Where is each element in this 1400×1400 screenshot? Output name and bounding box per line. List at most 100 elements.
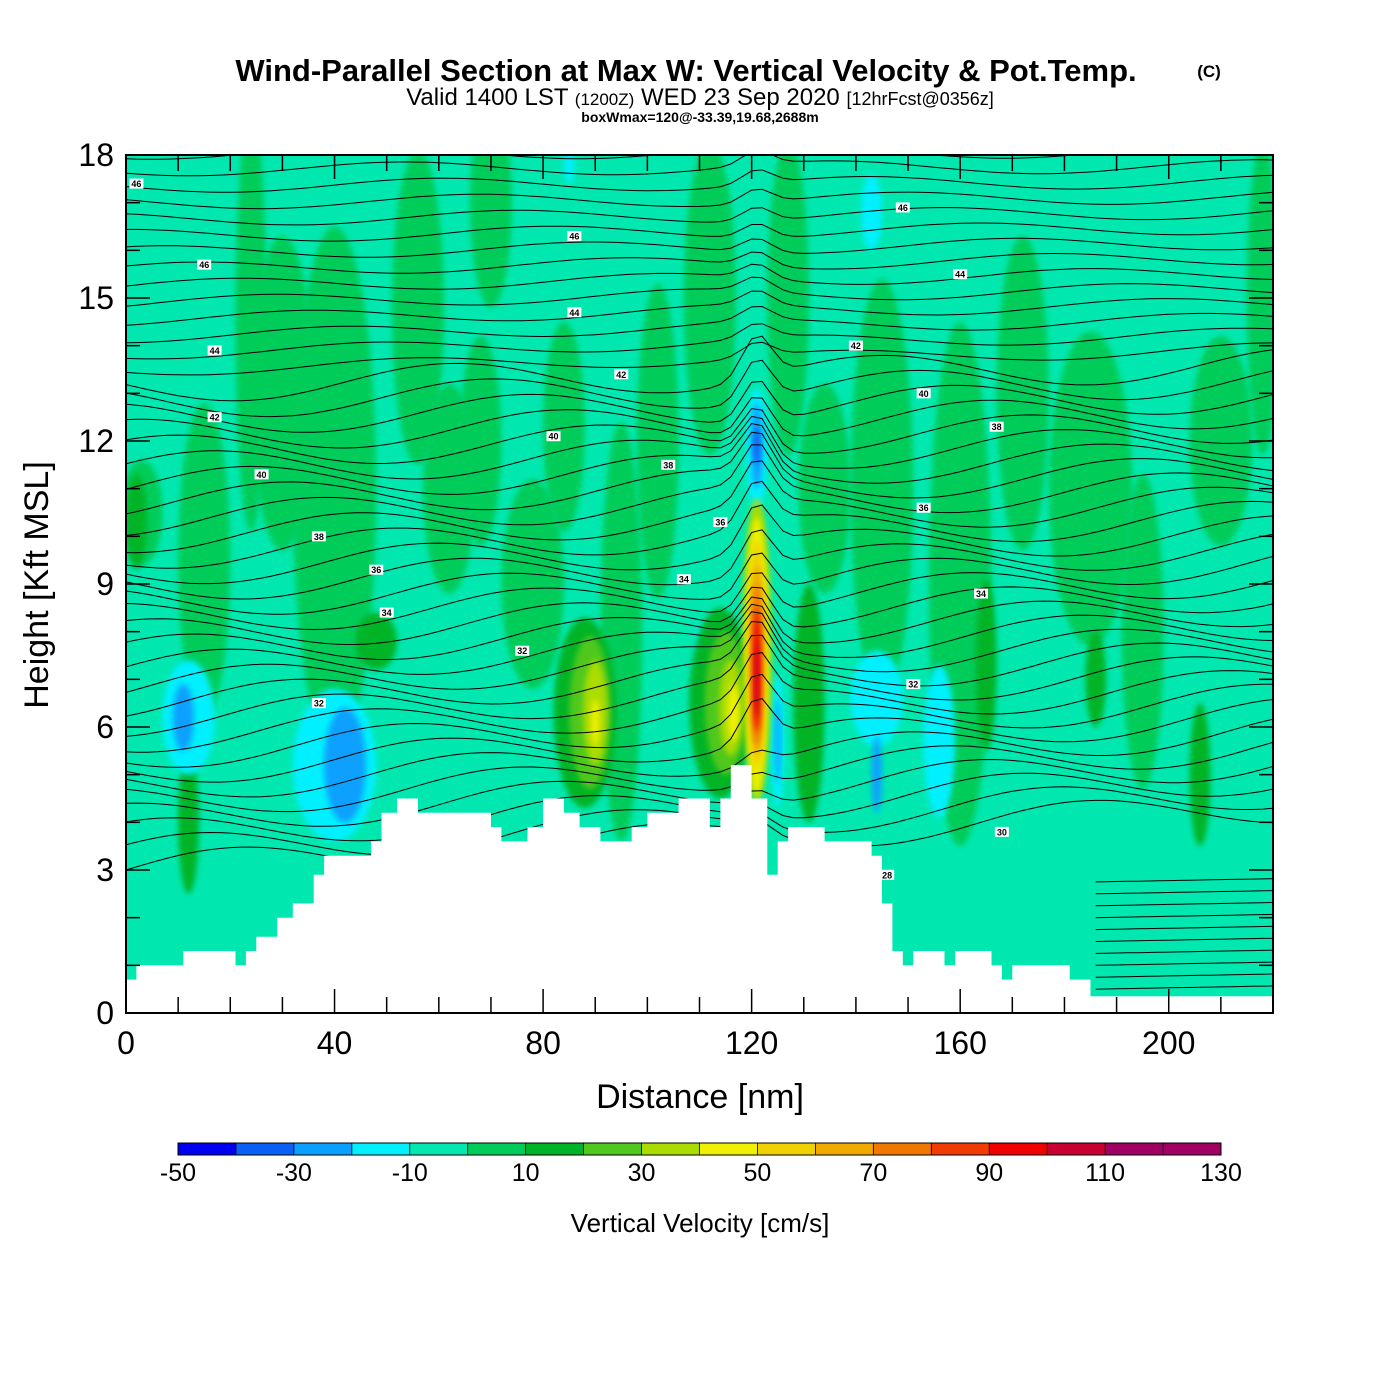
chart-subtitle: Valid 1400 LST (1200Z) WED 23 Sep 2020 [… xyxy=(406,84,994,111)
subtitle-valid: Valid 1400 LST xyxy=(406,84,569,111)
theta-label: 34 xyxy=(976,589,986,599)
colorbar-swatch xyxy=(699,1143,758,1155)
theta-contour xyxy=(126,422,1273,495)
velocity-blob xyxy=(850,650,903,747)
theta-contour xyxy=(126,408,1273,465)
theta-contour xyxy=(126,698,1273,783)
chart-note: boxWmax=120@-33.39,19.68,2688m xyxy=(581,109,818,125)
theta-label-box xyxy=(989,421,1004,432)
theta-label: 32 xyxy=(517,646,527,656)
theta-label-box xyxy=(207,412,222,423)
theta-label-box xyxy=(129,178,144,189)
theta-contour xyxy=(126,335,1273,402)
theta-contour xyxy=(126,397,1273,449)
velocity-blob xyxy=(975,579,997,751)
theta-contour xyxy=(126,603,1273,675)
theta-contour xyxy=(126,431,1273,515)
theta-contour xyxy=(126,323,1273,360)
theta-contour xyxy=(126,188,1273,210)
theta-label: 38 xyxy=(314,532,324,542)
theta-contour xyxy=(1095,937,1273,942)
x-axis-label: Distance [nm] xyxy=(596,1078,804,1116)
theta-label-box xyxy=(676,574,691,585)
theta-contour xyxy=(126,251,1273,274)
theta-label: 46 xyxy=(199,260,209,270)
colorbar-swatch xyxy=(409,1143,469,1155)
theta-contour xyxy=(126,718,1273,798)
theta-contour xyxy=(126,504,1273,585)
theta-contour xyxy=(126,263,1273,290)
theta-contour xyxy=(126,290,1273,326)
y-tick-label: 0 xyxy=(96,995,114,1031)
velocity-blob xyxy=(1048,331,1133,646)
colorbar-swatch xyxy=(351,1143,411,1155)
velocity-blob xyxy=(861,174,882,251)
theta-contour xyxy=(1095,913,1273,919)
theta-label: 42 xyxy=(616,370,626,380)
velocity-blob xyxy=(459,336,502,546)
theta-label: 36 xyxy=(371,565,381,575)
theta-label: 32 xyxy=(314,699,324,709)
theta-label-box xyxy=(994,826,1009,837)
theta-contour xyxy=(126,444,1273,536)
theta-contour xyxy=(126,460,1273,554)
theta-contour xyxy=(1095,985,1273,990)
velocity-blob xyxy=(563,155,575,184)
y-tick-label: 6 xyxy=(96,709,114,745)
theta-label: 46 xyxy=(898,203,908,213)
velocity-blob xyxy=(543,321,585,532)
colorbar-tick-label: 70 xyxy=(859,1159,887,1187)
colorbar-tick-label: 50 xyxy=(744,1159,772,1187)
theta-contour xyxy=(126,380,1273,433)
velocity-blob xyxy=(178,750,199,894)
theta-label: 30 xyxy=(997,827,1007,837)
theta-label-box xyxy=(916,388,931,399)
theta-contour xyxy=(126,652,1273,753)
chart-title: Wind-Parallel Section at Max W: Vertical… xyxy=(235,53,1136,88)
theta-contour xyxy=(126,572,1273,631)
velocity-blob xyxy=(292,226,377,751)
title-mark: (C) xyxy=(1197,62,1221,81)
theta-label: 44 xyxy=(569,308,579,318)
theta-contour xyxy=(126,634,1273,737)
theta-label: 44 xyxy=(955,270,965,280)
theta-label: 44 xyxy=(210,346,220,356)
y-tick-label: 12 xyxy=(78,423,114,459)
velocity-blob xyxy=(996,236,1049,551)
velocity-blob xyxy=(755,641,759,718)
theta-label-box xyxy=(916,502,931,513)
x-tick-label: 160 xyxy=(933,1025,986,1061)
theta-label-box xyxy=(515,645,530,656)
theta-label-box xyxy=(379,607,394,618)
theta-label: 46 xyxy=(569,232,579,242)
colorbar-title: Vertical Velocity [cm/s] xyxy=(571,1208,830,1238)
theta-label: 38 xyxy=(663,460,673,470)
theta-label: 34 xyxy=(679,575,689,585)
theta-label-box xyxy=(311,531,326,542)
theta-contour xyxy=(126,222,1273,242)
x-axis: 0 40 80 120 160 200 xyxy=(117,155,1274,1061)
colorbar-tick-label: -10 xyxy=(392,1159,428,1187)
colorbar-swatch xyxy=(1163,1143,1222,1155)
x-tick-label: 80 xyxy=(525,1025,561,1061)
theta-contour xyxy=(126,169,1273,193)
colorbar-swatch xyxy=(641,1143,700,1155)
subtitle-utc: (1200Z) xyxy=(575,90,635,109)
velocity-blob xyxy=(324,707,366,823)
terrain xyxy=(126,765,1273,1013)
theta-contour xyxy=(126,341,1273,376)
velocity-blobs xyxy=(126,155,1273,894)
theta-label: 42 xyxy=(851,341,861,351)
velocity-blob xyxy=(126,474,147,570)
theta-label: 36 xyxy=(715,518,725,528)
theta-label-box xyxy=(953,269,968,280)
theta-label: 34 xyxy=(382,608,392,618)
velocity-blob xyxy=(850,278,914,699)
theta-label-box xyxy=(880,869,895,880)
colorbar-swatch xyxy=(583,1143,643,1155)
colorbar-swatch xyxy=(235,1143,295,1155)
theta-contour xyxy=(126,276,1273,307)
colorbar-swatch xyxy=(815,1143,874,1155)
colorbar-tick-label: 130 xyxy=(1200,1159,1242,1187)
